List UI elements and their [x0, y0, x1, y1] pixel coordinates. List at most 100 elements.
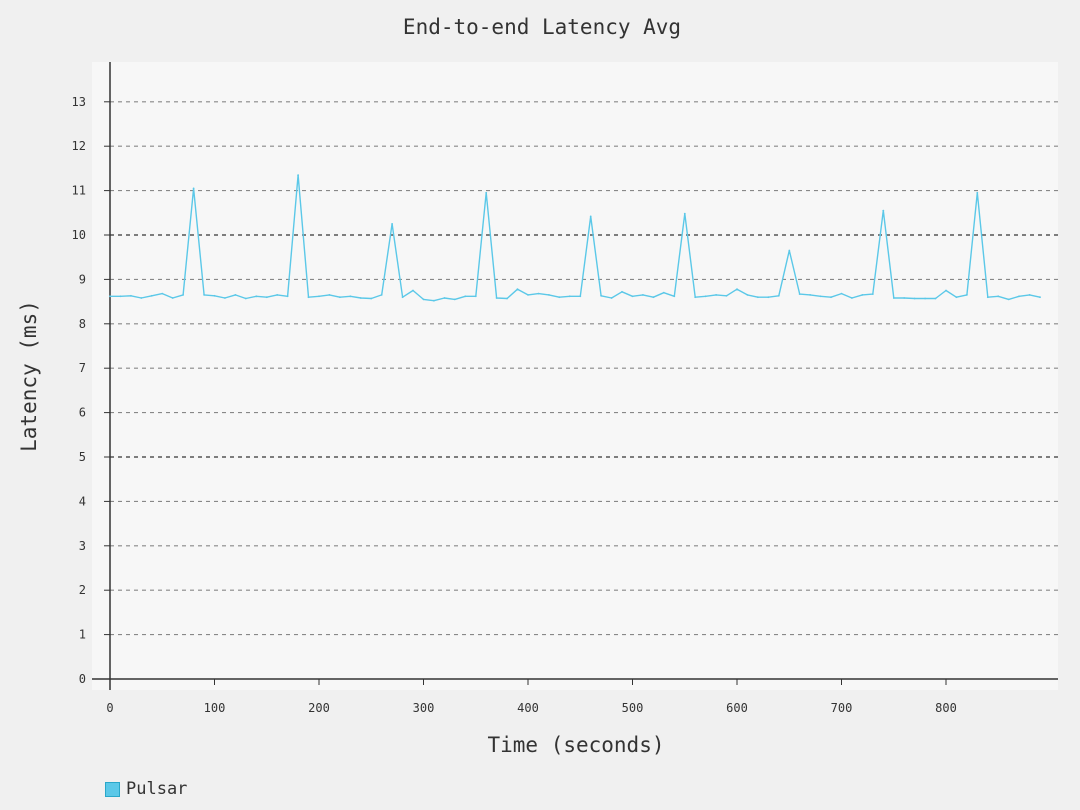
data-point: [443, 297, 446, 299]
data-point: [819, 295, 822, 298]
data-point: [934, 297, 937, 300]
data-point: [255, 295, 258, 298]
legend: Pulsar: [105, 779, 187, 799]
y-tick-label: 3: [79, 539, 86, 553]
data-point: [830, 296, 832, 299]
data-point: [777, 294, 780, 297]
data-point: [119, 295, 122, 298]
data-point: [370, 297, 373, 300]
y-tick-label: 13: [72, 95, 86, 109]
data-point: [506, 297, 508, 300]
x-tick-label: 600: [726, 701, 748, 715]
data-point: [213, 294, 216, 297]
plot-background: [92, 62, 1058, 690]
data-point: [474, 295, 477, 298]
data-point: [359, 297, 362, 299]
data-point: [966, 294, 968, 296]
data-point: [955, 296, 958, 299]
data-point: [558, 296, 561, 299]
y-axis-label: Latency (ms): [17, 300, 41, 452]
data-point: [568, 295, 571, 298]
data-point: [349, 295, 352, 298]
data-point: [600, 294, 602, 297]
series-layer: [109, 174, 1041, 302]
data-point: [746, 294, 749, 296]
data-point: [527, 294, 529, 296]
x-tick-label: 0: [106, 701, 113, 715]
data-point: [412, 289, 414, 292]
data-point: [318, 295, 320, 298]
data-point: [631, 295, 634, 298]
data-point: [150, 294, 153, 297]
data-point: [548, 294, 550, 296]
data-point: [788, 249, 791, 252]
data-point: [516, 288, 519, 291]
data-point: [328, 294, 331, 296]
data-point: [307, 296, 310, 299]
data-point: [589, 215, 592, 218]
y-tick-label: 11: [72, 184, 86, 198]
x-tick-label: 800: [935, 701, 957, 715]
data-point: [725, 294, 728, 297]
x-axis-label: Time (seconds): [487, 733, 664, 757]
data-point: [422, 298, 425, 301]
data-point: [673, 295, 676, 298]
y-tick-label: 8: [79, 317, 86, 331]
data-point: [736, 288, 738, 291]
data-point: [683, 212, 686, 215]
data-point: [234, 294, 237, 296]
data-point: [391, 223, 393, 225]
data-point: [464, 295, 467, 298]
x-tick-label: 500: [622, 701, 644, 715]
data-point: [297, 174, 299, 177]
data-point: [986, 296, 989, 299]
data-point: [610, 297, 613, 299]
chart-title: End-to-end Latency Avg: [403, 15, 681, 39]
data-point: [997, 295, 1000, 298]
data-point: [339, 296, 341, 299]
legend-label-pulsar: Pulsar: [126, 779, 188, 799]
grid-lines: [110, 101, 1058, 636]
data-point: [161, 292, 164, 295]
data-point: [652, 296, 655, 299]
data-point: [913, 297, 916, 300]
data-point: [130, 294, 132, 297]
data-point: [579, 295, 582, 298]
data-point: [495, 297, 498, 299]
y-tick-label: 4: [79, 494, 86, 508]
y-tick-label: 7: [79, 361, 86, 375]
y-tick-label: 12: [72, 139, 86, 153]
data-point: [851, 297, 853, 299]
data-point: [1007, 298, 1010, 301]
data-point: [485, 191, 488, 194]
x-tick-label: 700: [831, 701, 853, 715]
data-point: [621, 290, 623, 293]
data-point: [380, 294, 383, 296]
data-point: [1039, 296, 1041, 299]
data-point: [286, 295, 289, 298]
data-point: [871, 293, 874, 295]
data-point: [182, 294, 185, 296]
data-point: [224, 297, 226, 299]
data-point: [171, 297, 174, 299]
data-point: [192, 187, 195, 190]
y-tick-label: 5: [79, 450, 86, 464]
y-tick-label: 9: [79, 272, 86, 286]
data-point: [140, 297, 143, 299]
y-tick-label: 6: [79, 406, 86, 420]
data-point: [809, 294, 811, 296]
data-point: [861, 294, 864, 296]
legend-swatch-pulsar: [105, 781, 120, 797]
data-point: [244, 297, 247, 300]
y-tick-label: 2: [79, 583, 86, 597]
data-point: [798, 293, 801, 295]
x-tick-label: 200: [308, 701, 330, 715]
data-point: [882, 209, 885, 212]
data-point: [109, 295, 111, 298]
data-point: [642, 294, 644, 296]
data-point: [840, 292, 843, 295]
data-point: [976, 191, 979, 194]
